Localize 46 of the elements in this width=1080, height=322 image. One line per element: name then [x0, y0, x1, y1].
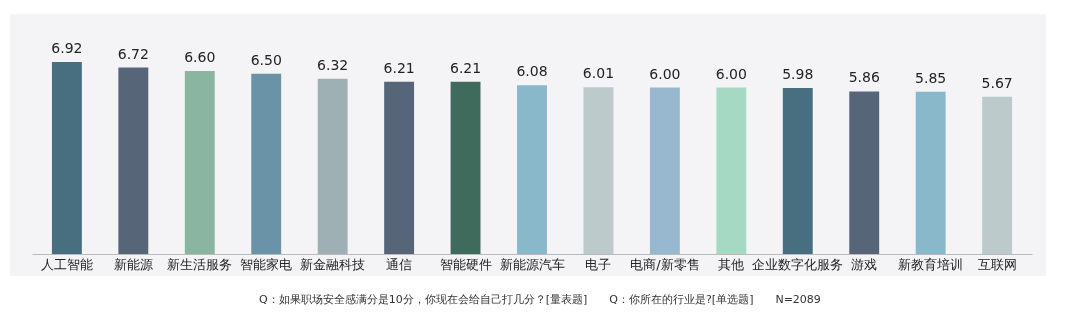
- data-label: 5.98: [782, 66, 814, 83]
- bar: [849, 91, 880, 254]
- data-label: 6.21: [449, 59, 482, 76]
- bar: [450, 81, 481, 254]
- x-tick-label: 智能家电: [240, 256, 293, 272]
- x-tick-label: 电子: [585, 256, 612, 272]
- data-label: 5.67: [981, 74, 1013, 91]
- bar: [517, 85, 547, 254]
- bar: [317, 78, 348, 254]
- data-label: 5.85: [915, 69, 947, 86]
- x-tick-label: 其他: [718, 256, 745, 272]
- bar: [384, 81, 415, 254]
- x-tick-label: 智能硬件: [439, 256, 492, 272]
- data-label: 6.50: [250, 51, 282, 68]
- data-label: 6.32: [317, 56, 349, 73]
- bar: [583, 87, 614, 254]
- data-label: 6.08: [516, 63, 548, 80]
- bar: [251, 73, 282, 254]
- x-tick-label: 通信: [386, 256, 413, 272]
- bar: [184, 70, 215, 254]
- bar: [118, 67, 149, 254]
- x-tick-label: 游戏: [851, 256, 878, 272]
- data-label: 6.01: [582, 65, 615, 82]
- text: Q：如果职场安全感满分是10分，你现在会给自己打几分？[量表题] Q：你所在的行业是?[单选题] N=2089: [258, 292, 822, 307]
- x-tick-label: 新金融科技: [300, 256, 366, 272]
- x-tick-label: 互联网: [977, 256, 1017, 272]
- bar: [649, 87, 680, 254]
- bar: [51, 62, 82, 254]
- x-tick-label: 人工智能: [40, 256, 93, 272]
- data-label: 6.72: [117, 45, 149, 62]
- x-tick-label: 新教育培训: [898, 256, 964, 272]
- data-label: 6.00: [715, 65, 747, 82]
- x-tick-label: 新生活服务: [167, 256, 233, 272]
- bar: [915, 91, 946, 254]
- data-label: 6.00: [649, 65, 681, 82]
- data-label: 5.86: [848, 69, 880, 86]
- x-tick-label: 新能源: [113, 256, 153, 272]
- data-label: 6.92: [51, 40, 83, 56]
- data-label: 6.60: [184, 48, 216, 65]
- bar: [982, 96, 1013, 254]
- x-tick-label: 新能源汽车: [499, 256, 565, 272]
- bar: [716, 87, 747, 254]
- x-tick-label: 企业数字化服务: [752, 256, 844, 272]
- x-tick-label: 电商/新零售: [630, 256, 700, 272]
- data-label: 6.21: [383, 59, 415, 76]
- bar: [782, 88, 813, 254]
